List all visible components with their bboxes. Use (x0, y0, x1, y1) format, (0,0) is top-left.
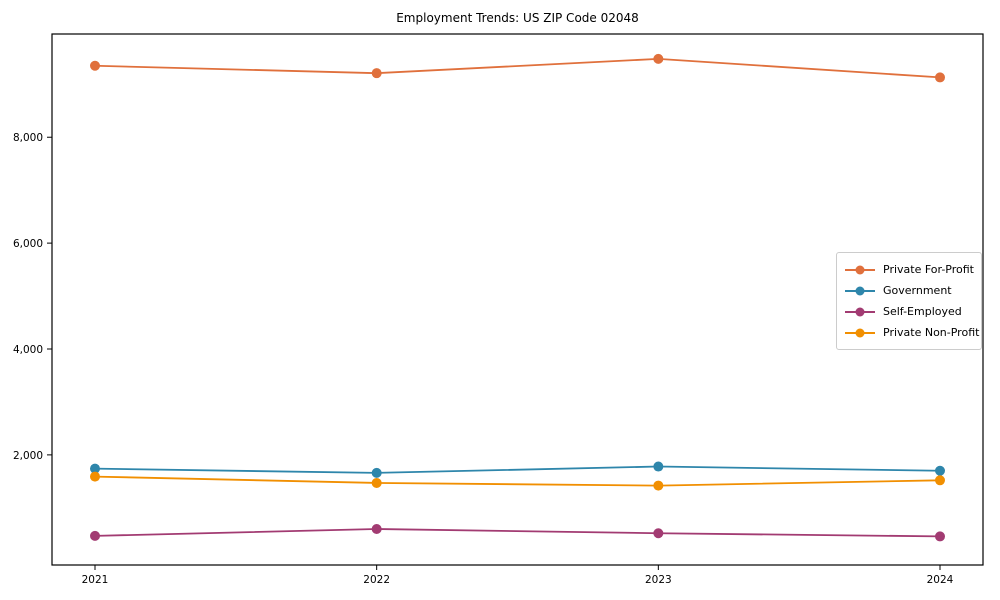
y-tick-label: 2,000 (13, 450, 43, 462)
data-point (371, 467, 382, 478)
data-point (371, 68, 382, 79)
legend-line-marker-icon (845, 328, 875, 337)
legend-label: Private For-Profit (883, 263, 974, 276)
legend: Private For-Profit Government Self-Employe… (836, 252, 982, 350)
chart-title: Employment Trends: US ZIP Code 02048 (396, 11, 639, 25)
data-point (90, 471, 100, 482)
legend-item: Self-Employed (845, 301, 973, 322)
y-tick-label: 8,000 (13, 132, 43, 144)
data-point (935, 475, 945, 486)
y-tick-label: 6,000 (13, 238, 43, 250)
data-point (90, 60, 100, 71)
x-tick-label: 2021 (82, 574, 109, 586)
data-point (935, 72, 945, 83)
data-point (653, 480, 664, 491)
series-line (94, 57, 941, 79)
plot-frame (51, 33, 984, 566)
legend-label: Government (883, 284, 952, 297)
legend-item: Private For-Profit (845, 259, 974, 280)
x-tick-label: 2024 (927, 574, 954, 586)
legend-line-marker-icon (845, 286, 875, 295)
x-tick-label: 2022 (363, 574, 390, 586)
legend-dot-icon (855, 265, 865, 274)
data-point (90, 530, 100, 541)
legend-item: Government (845, 280, 973, 301)
x-tick-label: 2023 (645, 574, 672, 586)
series-line (94, 465, 941, 474)
y-tick-label: 4,000 (13, 344, 43, 356)
data-point (653, 53, 664, 64)
legend-dot-icon (855, 286, 865, 295)
legend-label: Self-Employed (883, 305, 962, 318)
data-point (653, 461, 664, 472)
legend-line-marker-icon (845, 307, 875, 316)
legend-item: Private Non-Profit (845, 322, 979, 343)
data-point (371, 477, 382, 488)
legend-dot-icon (855, 328, 865, 337)
legend-dot-icon (855, 307, 865, 316)
data-point (935, 531, 945, 542)
data-point (653, 528, 664, 539)
series-line (94, 528, 941, 538)
data-point (371, 524, 382, 534)
legend-label: Private Non-Profit (883, 326, 980, 339)
data-point (90, 463, 100, 474)
data-point (935, 465, 945, 476)
series-line (94, 475, 941, 487)
legend-line-marker-icon (845, 265, 875, 274)
